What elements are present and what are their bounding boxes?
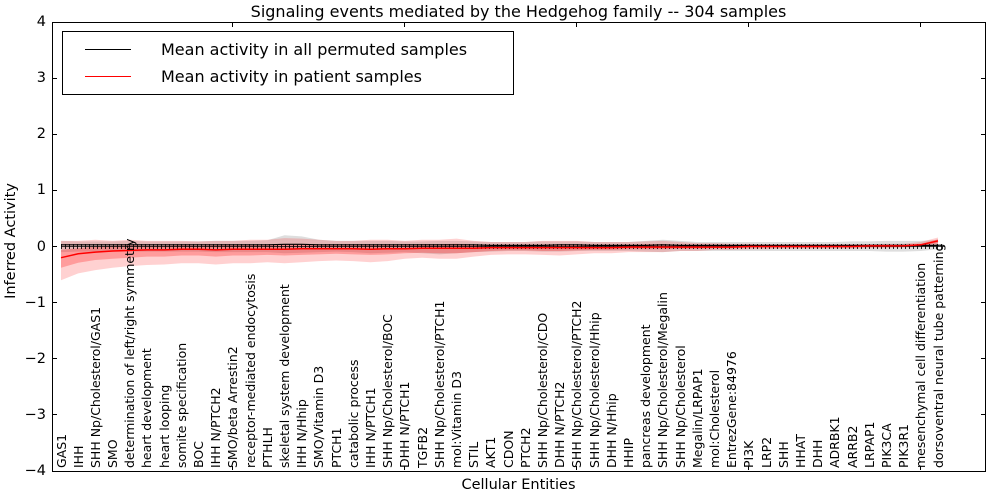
x-axis-tick-mark bbox=[576, 23, 578, 27]
y-axis-tick-mark bbox=[53, 133, 57, 135]
y-axis-tick-mark bbox=[981, 21, 985, 23]
y-tick-label: −4 bbox=[24, 463, 46, 479]
x-category-label: PTHLH bbox=[259, 427, 275, 468]
x-axis-tick-mark bbox=[920, 466, 922, 470]
x-category-label: GAS1 bbox=[53, 433, 69, 468]
chart-title: Signaling events mediated by the Hedgeho… bbox=[250, 2, 787, 21]
x-axis-tick-mark bbox=[404, 466, 406, 470]
x-axis-tick-mark bbox=[576, 466, 578, 470]
legend-entry-permuted: Mean activity in all permuted samples bbox=[63, 37, 513, 63]
x-category-label: determination of left/right symmetry bbox=[122, 238, 138, 469]
x-category-label: Megalin/LRPAP1 bbox=[689, 368, 705, 468]
x-category-label: PIK3CA bbox=[878, 423, 894, 468]
y-tick-label: 3 bbox=[36, 70, 46, 87]
x-category-label: receptor-mediated endocytosis bbox=[242, 273, 258, 468]
legend-box: Mean activity in all permuted samples Me… bbox=[62, 31, 514, 95]
x-category-label: IHH N/PTCH1 bbox=[363, 387, 379, 468]
x-axis-tick-mark bbox=[748, 23, 750, 27]
legend-label-patient: Mean activity in patient samples bbox=[161, 67, 422, 86]
x-category-label: ADRBK1 bbox=[827, 416, 843, 468]
y-axis-tick-mark bbox=[53, 470, 57, 472]
x-category-label: SHH bbox=[775, 441, 791, 468]
y-axis-tick-mark bbox=[53, 21, 57, 23]
y-axis-tick-mark bbox=[53, 77, 57, 79]
x-category-label: SMO/Vitamin D3 bbox=[311, 365, 327, 468]
x-category-label: mesenchymal cell differentiation bbox=[913, 262, 929, 468]
x-category-label: EntrezGene:84976 bbox=[724, 351, 740, 468]
x-category-label: CDON bbox=[500, 430, 516, 468]
x-category-label: catabolic process bbox=[345, 359, 361, 468]
x-axis-tick-mark bbox=[232, 23, 234, 27]
x-category-label: SHH Np/Cholesterol bbox=[672, 345, 688, 468]
x-category-label: IHH N/Hhip bbox=[294, 399, 310, 468]
x-axis-tick-mark bbox=[920, 23, 922, 27]
x-category-label: PIK3R1 bbox=[896, 423, 912, 468]
y-tick-label: 2 bbox=[36, 126, 46, 143]
x-category-label: mol:Cholesterol bbox=[706, 369, 722, 468]
x-category-label: DHH bbox=[810, 439, 826, 468]
x-category-label: DHH N/Hhip bbox=[603, 393, 619, 468]
y-axis-tick-mark bbox=[981, 302, 985, 304]
y-axis-tick-mark bbox=[981, 414, 985, 416]
x-category-label: IHH bbox=[70, 445, 86, 469]
x-category-label: pancreas development bbox=[638, 324, 654, 468]
x-category-label: LRPAP1 bbox=[861, 421, 877, 468]
y-axis-tick-mark bbox=[981, 189, 985, 191]
x-category-label: SHH Np/Cholesterol/Megalin bbox=[655, 292, 671, 468]
x-category-label: skeletal system development bbox=[277, 284, 293, 468]
x-category-label: SHH Np/Cholesterol/BOC bbox=[380, 314, 396, 468]
x-category-label: PI3K bbox=[741, 440, 757, 468]
x-category-label: somite specification bbox=[173, 342, 189, 468]
x-category-label: HHIP bbox=[620, 437, 636, 468]
permuted-line-swatch bbox=[85, 49, 131, 50]
x-axis-tick-mark bbox=[404, 23, 406, 27]
x-axis-label: Cellular Entities bbox=[461, 477, 576, 493]
y-tick-label: 0 bbox=[36, 238, 46, 255]
y-axis-tick-mark bbox=[981, 77, 985, 79]
x-category-label: AKT1 bbox=[483, 436, 499, 468]
x-category-label: HHAT bbox=[792, 433, 808, 468]
y-axis-tick-mark bbox=[981, 133, 985, 135]
x-category-label: PTCH1 bbox=[328, 427, 344, 468]
y-tick-label: −1 bbox=[24, 294, 46, 311]
x-category-label: TGFB2 bbox=[414, 426, 430, 468]
x-category-label: SHH Np/Cholesterol/PTCH1 bbox=[431, 300, 447, 469]
y-axis-tick-mark bbox=[53, 246, 57, 247]
y-axis-tick-mark bbox=[981, 358, 985, 360]
x-category-label: heart looping bbox=[156, 384, 172, 468]
y-axis-tick-mark bbox=[53, 414, 57, 416]
x-category-label: BOC bbox=[191, 441, 207, 468]
x-category-label: STIL bbox=[466, 441, 482, 468]
y-tick-label: 4 bbox=[36, 14, 46, 30]
x-category-label: SHH Np/Cholesterol/GAS1 bbox=[87, 306, 103, 468]
x-category-label: heart development bbox=[139, 348, 155, 468]
x-category-label: SMO bbox=[105, 439, 121, 468]
x-axis-tick-mark bbox=[748, 466, 750, 470]
x-category-label: IHH N/PTCH2 bbox=[208, 387, 224, 468]
y-tick-label: −2 bbox=[24, 350, 46, 367]
x-category-label: SHH Np/Cholesterol/Hhip bbox=[586, 312, 602, 468]
y-axis-tick-mark bbox=[53, 302, 57, 304]
x-category-label: dorsoventral neural tube patterning bbox=[930, 243, 946, 469]
x-category-label: mol:Vitamin D3 bbox=[449, 371, 464, 468]
x-category-label: DHH N/PTCH1 bbox=[397, 381, 413, 468]
x-category-label: PTCH2 bbox=[517, 427, 533, 468]
x-category-label: SMO/beta Arrestin2 bbox=[225, 346, 241, 468]
patient-line-swatch bbox=[85, 76, 131, 77]
legend-entry-patient: Mean activity in patient samples bbox=[63, 64, 513, 90]
legend-label-permuted: Mean activity in all permuted samples bbox=[161, 40, 468, 59]
x-category-label: ARRB2 bbox=[844, 425, 860, 468]
y-tick-label: −3 bbox=[24, 406, 46, 423]
y-axis-tick-mark bbox=[53, 189, 57, 191]
y-axis-tick-mark bbox=[981, 470, 985, 472]
x-category-label: LRP2 bbox=[758, 436, 774, 468]
x-category-label: DHH N/PTCH2 bbox=[552, 381, 568, 468]
y-tick-label: 1 bbox=[36, 182, 46, 199]
y-axis-tick-mark bbox=[53, 358, 57, 360]
x-axis-tick-mark bbox=[232, 466, 234, 470]
x-category-label: SHH Np/Cholesterol/CDO bbox=[534, 312, 550, 468]
y-axis-tick-mark bbox=[981, 246, 985, 247]
x-category-label: SHH Np/Cholesterol/PTCH2 bbox=[569, 300, 585, 469]
